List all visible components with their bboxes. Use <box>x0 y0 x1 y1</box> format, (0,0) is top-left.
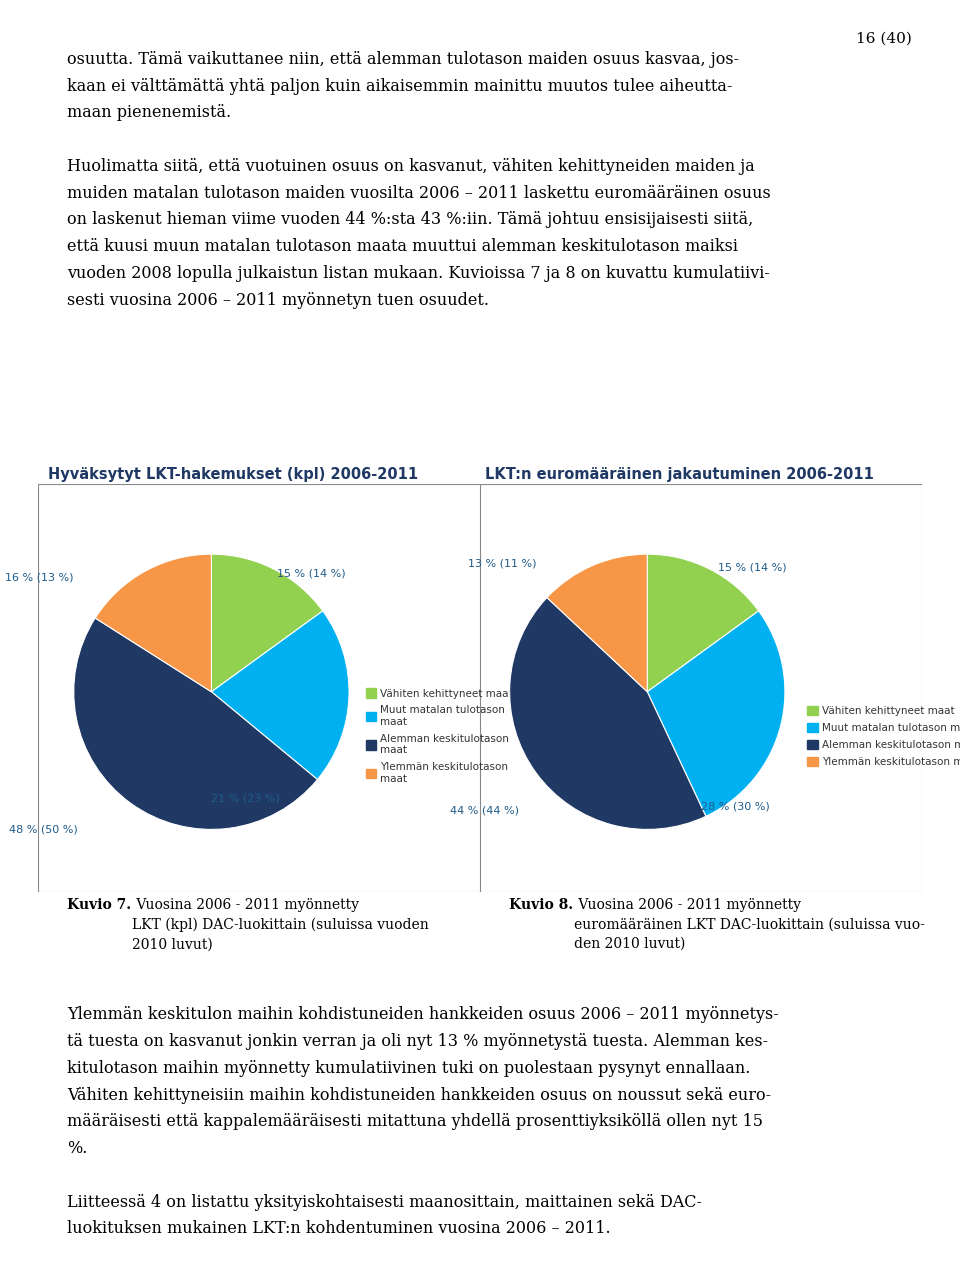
Text: 48 % (50 %): 48 % (50 %) <box>9 824 78 834</box>
Text: Vuosina 2006 - 2011 myönnetty
LKT (kpl) DAC-luokittain (suluissa vuoden
2010 luv: Vuosina 2006 - 2011 myönnetty LKT (kpl) … <box>132 898 429 952</box>
Text: 13 % (11 %): 13 % (11 %) <box>468 559 537 568</box>
Wedge shape <box>95 554 211 692</box>
Wedge shape <box>74 618 318 829</box>
Wedge shape <box>547 554 647 692</box>
Legend: Vähiten kehittyneet maat, Muut matalan tulotason maat, Alemman keskitulotason ma: Vähiten kehittyneet maat, Muut matalan t… <box>807 706 960 767</box>
Legend: Vähiten kehittyneet maat, Muut matalan tulotason
maat, Alemman keskitulotason
ma: Vähiten kehittyneet maat, Muut matalan t… <box>366 688 513 784</box>
Text: Ylemmän keskitulon maihin kohdistuneiden hankkeiden osuus 2006 – 2011 myönnetys-: Ylemmän keskitulon maihin kohdistuneiden… <box>67 1006 779 1237</box>
Text: 44 % (44 %): 44 % (44 %) <box>450 805 519 815</box>
Wedge shape <box>211 554 323 692</box>
Text: 15 % (14 %): 15 % (14 %) <box>718 563 787 572</box>
Text: 16 (40): 16 (40) <box>856 32 912 46</box>
Text: Kuvio 8.: Kuvio 8. <box>509 898 573 912</box>
Text: Hyväksytyt LKT-hakemukset (kpl) 2006-2011: Hyväksytyt LKT-hakemukset (kpl) 2006-201… <box>48 466 419 482</box>
Wedge shape <box>211 610 349 780</box>
Text: Kuvio 7.: Kuvio 7. <box>67 898 132 912</box>
Text: 28 % (30 %): 28 % (30 %) <box>701 801 770 812</box>
Text: Vuosina 2006 - 2011 myönnetty
euromääräinen LKT DAC-luokittain (suluissa vuo-
de: Vuosina 2006 - 2011 myönnetty euromääräi… <box>574 898 924 952</box>
Text: 21 % (23 %): 21 % (23 %) <box>211 794 280 804</box>
Text: osuutta. Tämä vaikuttanee niin, että alemman tulotason maiden osuus kasvaa, jos-: osuutta. Tämä vaikuttanee niin, että ale… <box>67 51 771 308</box>
Wedge shape <box>510 598 706 829</box>
Wedge shape <box>647 554 758 692</box>
Text: 15 % (14 %): 15 % (14 %) <box>276 568 346 578</box>
Text: 16 % (13 %): 16 % (13 %) <box>5 572 74 582</box>
Wedge shape <box>647 610 785 817</box>
Text: LKT:n euromääräinen jakautuminen 2006-2011: LKT:n euromääräinen jakautuminen 2006-20… <box>486 466 875 482</box>
